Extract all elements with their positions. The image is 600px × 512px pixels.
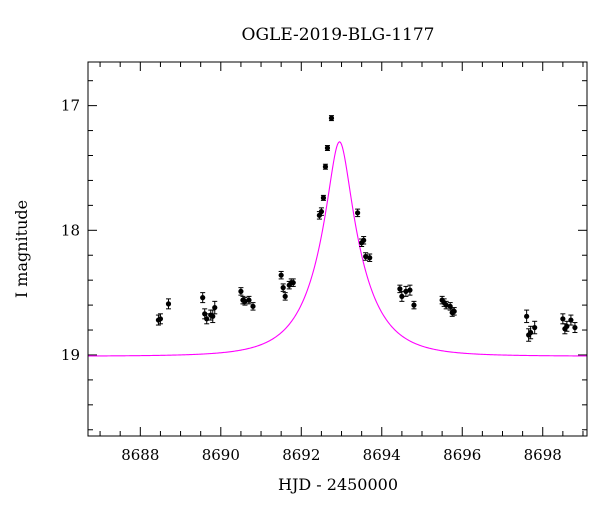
x-tick-label: 8698 xyxy=(524,446,562,464)
tick-labels: 8688 8690 8692 8694 8696 8698 17 18 19 xyxy=(61,97,562,464)
data-point xyxy=(361,236,367,245)
data-point xyxy=(157,313,164,325)
data-marker xyxy=(451,308,457,314)
data-point xyxy=(320,194,327,201)
data-marker xyxy=(361,237,367,243)
data-marker xyxy=(322,164,329,170)
axis-ticks xyxy=(88,62,587,436)
data-point xyxy=(200,292,206,304)
data-point xyxy=(165,298,172,310)
data-marker xyxy=(528,329,534,336)
data-marker xyxy=(210,313,216,319)
y-tick-label: 18 xyxy=(61,221,80,239)
data-point xyxy=(407,284,413,296)
x-tick-label: 8692 xyxy=(282,446,320,464)
data-marker xyxy=(250,303,256,309)
x-tick-label: 8688 xyxy=(121,446,159,464)
data-point xyxy=(242,297,248,306)
data-point xyxy=(328,115,335,122)
data-marker xyxy=(443,302,449,308)
data-point xyxy=(528,325,534,340)
data-marker xyxy=(200,295,206,301)
data-point xyxy=(443,300,449,310)
data-point xyxy=(411,300,417,310)
data-marker xyxy=(572,324,578,331)
data-marker xyxy=(318,209,325,215)
data-points xyxy=(155,115,578,342)
data-point xyxy=(324,145,331,152)
x-tick-label: 8690 xyxy=(202,446,240,464)
chart-title: OGLE-2019-BLG-1177 xyxy=(242,25,435,45)
data-marker xyxy=(204,316,210,322)
data-point xyxy=(524,309,530,324)
data-marker xyxy=(399,293,405,299)
data-point xyxy=(204,313,210,325)
data-marker xyxy=(397,286,403,292)
data-point xyxy=(355,208,361,218)
data-point xyxy=(212,300,218,315)
data-marker xyxy=(367,255,373,261)
data-point xyxy=(568,314,574,326)
data-marker xyxy=(212,304,218,311)
data-point xyxy=(246,295,252,305)
data-point xyxy=(290,278,296,287)
x-axis-label: HJD - 2450000 xyxy=(278,475,398,494)
data-marker xyxy=(242,298,248,304)
data-marker xyxy=(407,287,413,293)
plot-frame xyxy=(87,61,588,437)
data-point xyxy=(560,313,566,325)
data-marker xyxy=(564,323,570,329)
data-point xyxy=(322,163,329,170)
data-marker xyxy=(447,303,453,309)
y-tick-label: 17 xyxy=(61,97,80,115)
data-marker xyxy=(320,195,327,201)
data-marker xyxy=(157,316,164,322)
data-marker xyxy=(165,301,172,307)
data-point xyxy=(532,320,538,335)
y-axis-label: I magnitude xyxy=(12,200,31,298)
data-marker xyxy=(560,316,566,322)
data-point xyxy=(282,292,288,301)
data-point xyxy=(572,322,578,334)
y-tick-label: 19 xyxy=(61,346,80,364)
x-tick-label: 8696 xyxy=(443,446,481,464)
data-point xyxy=(451,307,457,316)
data-point xyxy=(278,270,284,280)
data-marker xyxy=(524,313,530,319)
data-point xyxy=(399,290,405,302)
model-curve xyxy=(87,141,587,357)
x-tick-label: 8694 xyxy=(363,446,401,464)
data-marker xyxy=(278,272,284,278)
data-marker xyxy=(328,115,335,121)
data-point xyxy=(564,320,570,332)
data-point xyxy=(238,287,244,296)
data-marker xyxy=(355,210,361,216)
data-point xyxy=(363,252,369,261)
data-marker xyxy=(568,317,574,323)
data-marker xyxy=(363,253,369,260)
data-marker xyxy=(411,302,417,308)
data-point xyxy=(367,253,373,262)
data-point xyxy=(403,285,409,297)
data-point xyxy=(250,302,256,311)
data-marker xyxy=(282,293,288,299)
data-marker xyxy=(280,285,286,291)
data-point xyxy=(318,207,325,216)
data-marker xyxy=(403,288,409,294)
data-marker xyxy=(532,324,538,331)
data-point xyxy=(280,283,286,292)
data-marker xyxy=(246,297,252,303)
data-marker xyxy=(324,145,331,151)
data-marker xyxy=(290,280,296,286)
data-marker xyxy=(238,288,244,294)
